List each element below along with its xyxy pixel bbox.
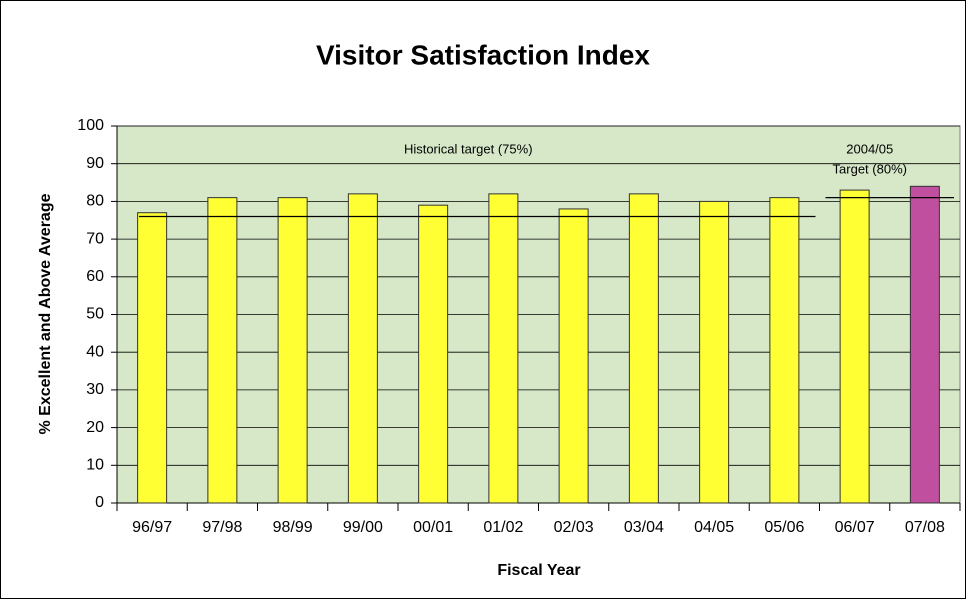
x-tick-label: 98/99 [273, 519, 313, 536]
y-tick-label: 0 [95, 494, 104, 511]
bar [558, 208, 589, 504]
y-tick-label: 30 [86, 381, 104, 398]
y-tick-label: 10 [86, 457, 104, 474]
y-tick-label: 20 [86, 419, 104, 436]
x-tick-label: 96/97 [132, 519, 172, 536]
bar [769, 197, 800, 504]
bar [839, 189, 870, 504]
x-tick-label: 99/00 [343, 519, 383, 536]
x-axis-title: Fiscal Year [497, 562, 580, 579]
bar [909, 185, 940, 504]
target-label: Target (80%) [833, 161, 907, 176]
bar [207, 197, 238, 504]
y-tick-label: 40 [86, 343, 104, 360]
chart-title: Visitor Satisfaction Index [316, 39, 650, 70]
target-label: Historical target (75%) [404, 141, 533, 156]
y-tick-label: 90 [86, 155, 104, 172]
bar [488, 193, 519, 504]
bar [347, 193, 378, 504]
x-tick-label: 00/01 [413, 519, 453, 536]
y-tick-label: 60 [86, 268, 104, 285]
y-tick-label: 70 [86, 230, 104, 247]
y-tick-label: 80 [86, 193, 104, 210]
y-tick-label: 100 [77, 117, 104, 134]
x-tick-label: 07/08 [905, 519, 945, 536]
y-axis-title: % Excellent and Above Average [37, 193, 54, 434]
bar [699, 200, 730, 504]
bar [418, 204, 449, 504]
x-tick-label: 97/98 [202, 519, 242, 536]
bar [628, 193, 659, 504]
target-label: 2004/05 [846, 141, 893, 156]
bar [277, 197, 308, 504]
x-tick-label: 05/06 [764, 519, 804, 536]
x-tick-label: 02/03 [554, 519, 594, 536]
bar [137, 212, 168, 504]
x-tick-label: 04/05 [694, 519, 734, 536]
x-tick-label: 03/04 [624, 519, 664, 536]
y-tick-label: 50 [86, 306, 104, 323]
x-tick-label: 06/07 [835, 519, 875, 536]
x-tick-label: 01/02 [483, 519, 523, 536]
